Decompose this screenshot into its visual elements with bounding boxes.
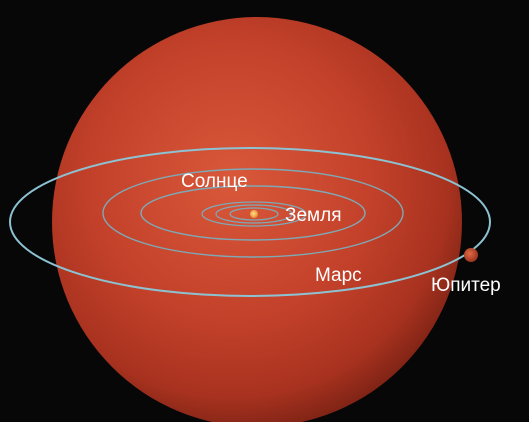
- orbit-outer-inner: [102, 168, 404, 258]
- sun-dot: [250, 210, 258, 218]
- orbit-mars: [140, 185, 366, 241]
- label-sun: Солнце: [181, 171, 248, 192]
- label-jupiter: Юпитер: [431, 275, 501, 296]
- orbit-jupiter: [9, 147, 491, 297]
- label-mars: Марс: [315, 265, 362, 286]
- orbit-mercury: [229, 207, 279, 221]
- label-earth: Земля: [285, 205, 342, 226]
- jupiter-planet: [464, 248, 478, 262]
- orbit-venus: [215, 204, 293, 224]
- orbit-earth: [201, 201, 307, 227]
